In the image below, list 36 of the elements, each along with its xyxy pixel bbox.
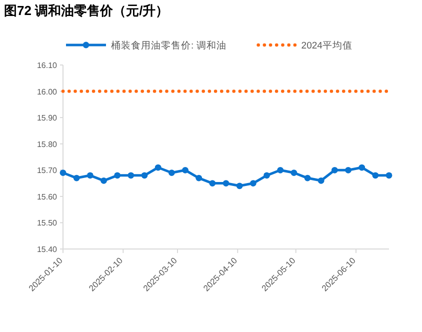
y-tick-label: 15.40 (36, 245, 58, 254)
point (100, 177, 107, 184)
point (236, 182, 243, 190)
y-tick-label: 15.70 (36, 166, 58, 176)
point (209, 180, 216, 186)
point (222, 180, 230, 186)
point (372, 172, 379, 179)
point (250, 180, 256, 186)
point (86, 172, 94, 179)
point (290, 170, 298, 176)
y-tick-label: 16.10 (36, 61, 58, 70)
y-tick-label: 15.80 (36, 140, 58, 149)
point (114, 172, 121, 179)
point (386, 172, 392, 179)
point (182, 166, 188, 174)
y-tick-label: 15.50 (36, 218, 58, 228)
point (73, 174, 80, 182)
point (318, 177, 324, 184)
point (331, 166, 338, 174)
y-tick-label: 16.00 (36, 87, 58, 96)
point (128, 172, 134, 179)
point (277, 166, 284, 174)
y-tick-label: 15.90 (36, 114, 58, 123)
point (358, 164, 366, 171)
point (141, 172, 148, 179)
legend-label: 桶装食用油零售价: 调和油 (111, 40, 226, 52)
point (60, 170, 66, 176)
chart-title: 图72 调和油零售价（元/升） (4, 3, 169, 18)
y-tick-label: 15.60 (36, 192, 58, 202)
point (154, 164, 162, 171)
point (264, 172, 270, 179)
point (168, 170, 175, 176)
point (196, 174, 202, 182)
point (345, 166, 352, 174)
legend-label: 2024平均值 (301, 40, 352, 52)
point (304, 174, 311, 182)
